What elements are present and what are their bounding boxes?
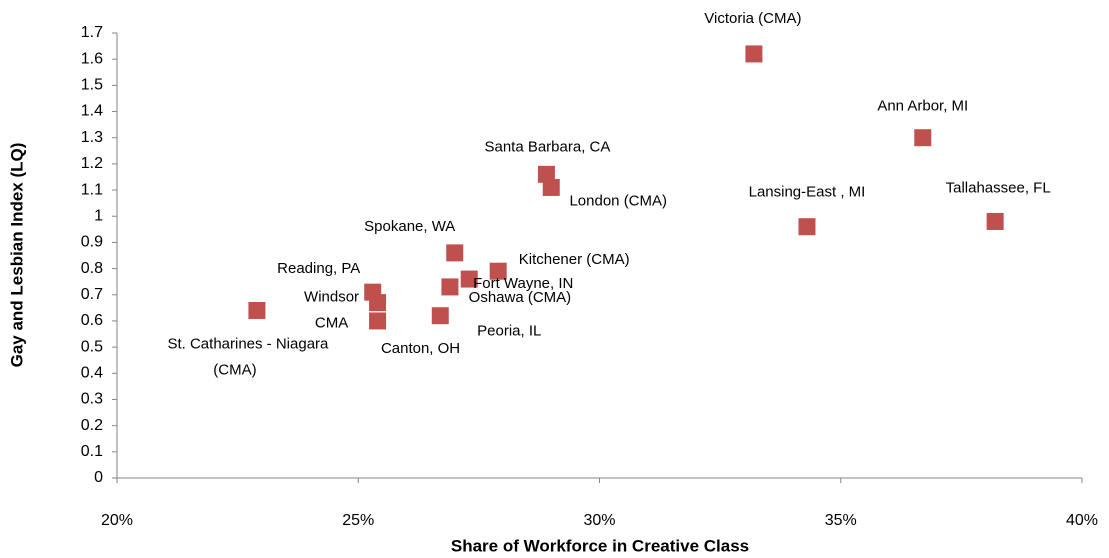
point-label: London (CMA) xyxy=(569,192,667,209)
y-tick-label: 0.7 xyxy=(81,286,103,303)
y-tick-label: 1.1 xyxy=(81,181,103,198)
x-tick-label: 25% xyxy=(342,512,374,529)
point xyxy=(489,262,507,280)
point-label: Reading, PA xyxy=(277,260,360,277)
y-tick-label: 0.3 xyxy=(81,391,103,408)
point-label: Ann Arbor, MI xyxy=(877,98,968,115)
y-tick-label: 1 xyxy=(94,207,103,224)
point xyxy=(248,301,266,319)
point-label: Fort Wayne, IN xyxy=(473,275,573,292)
y-tick-label: 0.4 xyxy=(81,365,103,382)
y-tick-label: 0.8 xyxy=(81,260,103,277)
x-axis-title: Share of Workforce in Creative Class xyxy=(451,536,749,555)
point xyxy=(369,312,387,330)
point-label: Lansing-East , MI xyxy=(749,184,866,201)
y-tick-label: 0.6 xyxy=(81,312,103,329)
point xyxy=(537,165,555,183)
point-label: Spokane, WA xyxy=(364,218,455,235)
x-tick-label: 30% xyxy=(583,512,615,529)
y-tick-label: 0.9 xyxy=(81,234,103,251)
point xyxy=(745,45,763,63)
y-tick-label: 1.7 xyxy=(81,24,103,41)
y-tick-label: 1.4 xyxy=(81,103,103,120)
y-tick-label: 1.5 xyxy=(81,77,103,94)
y-tick-label: 0.2 xyxy=(81,417,103,434)
point xyxy=(369,294,387,312)
point xyxy=(914,129,932,147)
point xyxy=(446,244,464,262)
y-tick-label: 0 xyxy=(94,469,103,486)
point-label: Windsor xyxy=(304,289,359,306)
y-tick-label: 1.3 xyxy=(81,129,103,146)
point xyxy=(460,270,478,288)
point-label: Victoria (CMA) xyxy=(704,10,801,27)
point xyxy=(441,278,459,296)
point-label: Santa Barbara, CA xyxy=(484,138,610,155)
y-tick-label: 0.1 xyxy=(81,443,103,460)
point-label: Peoria, IL xyxy=(477,323,541,340)
y-tick-label: 0.5 xyxy=(81,338,103,355)
point-label: Canton, OH xyxy=(381,340,460,357)
x-tick-label: 35% xyxy=(825,512,857,529)
point-label: Oshawa (CMA) xyxy=(469,289,572,306)
point-label: Kitchener (CMA) xyxy=(519,251,630,268)
point xyxy=(431,307,449,325)
y-tick-label: 1.6 xyxy=(81,50,103,67)
point xyxy=(542,178,560,196)
point xyxy=(986,212,1004,230)
point xyxy=(798,218,816,236)
x-tick-label: 40% xyxy=(1066,512,1098,529)
y-axis-title: Gay and Lesbian Index (LQ) xyxy=(7,143,26,368)
point-label: CMA xyxy=(315,315,348,332)
point-label: St. Catharines - Niagara xyxy=(167,335,329,352)
y-tick-label: 1.2 xyxy=(81,155,103,172)
point-label: (CMA) xyxy=(213,361,256,378)
x-tick-label: 20% xyxy=(101,512,133,529)
point-label: Tallahassee, FL xyxy=(946,179,1051,196)
